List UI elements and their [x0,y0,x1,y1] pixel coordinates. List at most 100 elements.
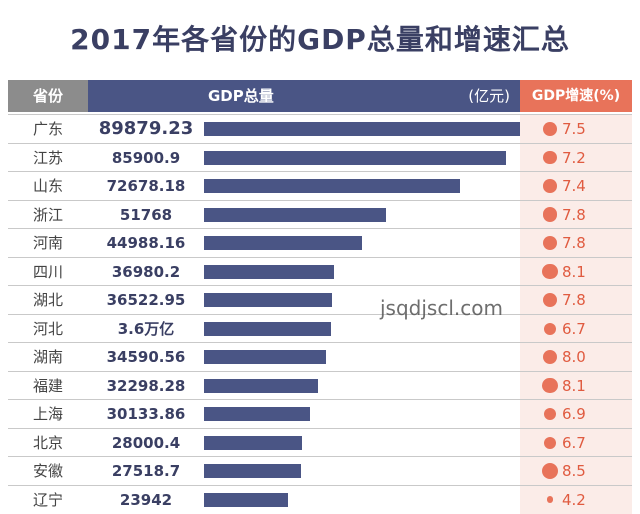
rate-dot [543,122,557,136]
province-label: 北京 [32,433,63,452]
rate-value-label: 7.8 [562,291,586,309]
gdp-bar [204,321,331,336]
gdp-value-label: 85900.9 [111,148,181,167]
gdp-value-label: 44988.16 [106,234,186,252]
gdp-bar [204,407,310,421]
rate-dot [542,377,558,394]
province-label: 山东 [32,177,63,195]
gdp-value-label: 34590.56 [106,348,186,366]
gdp-value-label: 28000.4 [111,433,181,452]
rate-dot [543,179,557,193]
rate-dot [542,207,558,222]
gdp-value-label: 32298.28 [106,376,186,395]
rate-cell: 7.5 [520,115,632,143]
rate-cell: 7.8 [520,200,632,229]
rate-value-label: 7.5 [562,120,586,138]
gdp-value-label: 36522.95 [106,291,186,309]
table-row: 辽宁 23942 4.2 [8,484,632,514]
rate-dot [542,463,558,479]
rate-value-label: 8.1 [562,376,586,395]
table-row: 江苏 85900.9 7.2 [8,142,632,172]
province-label: 江苏 [32,148,63,167]
table-row: 四川 36980.2 8.1 [8,256,632,286]
rate-dot [544,322,556,335]
gdp-bar [204,293,332,307]
table-row: 安徽 27518.7 8.5 [8,456,632,485]
rate-value-label: 7.8 [562,205,586,224]
rate-cell: 8.5 [520,457,632,485]
rate-dot [543,407,557,421]
rate-value-label: 6.7 [562,433,586,452]
header-province: 省份 [8,80,88,112]
province-label: 四川 [32,262,63,281]
rate-value-label: 8.0 [562,348,586,366]
gdp-bar [204,150,506,165]
rate-cell: 7.4 [520,172,632,200]
rate-cell: 7.2 [520,143,632,172]
rate-value-label: 4.2 [562,490,586,509]
rate-cell: 6.7 [520,314,632,343]
header-gdp-label: GDP总量 [208,87,274,105]
rate-value-label: 7.4 [562,177,586,195]
province-label: 辽宁 [32,490,63,509]
gdp-value-label: 72678.18 [106,177,186,195]
rate-cell: 7.8 [520,229,632,257]
rate-value-label: 6.9 [562,405,586,423]
gdp-value-label: 89879.23 [98,118,194,139]
province-label: 安徽 [32,462,63,480]
gdp-bar [204,435,302,450]
rate-cell: 7.8 [520,286,632,314]
gdp-bar [204,492,288,507]
rate-cell: 4.2 [520,485,632,514]
rate-dot [543,150,557,165]
rate-dot [542,349,558,365]
gdp-bar [204,207,386,222]
gdp-bar [204,464,301,478]
header-rate: GDP增速(%) [520,80,632,112]
gdp-value-label: 27518.7 [111,462,181,480]
gdp-bar [204,264,334,279]
rate-cell: 8.1 [520,371,632,400]
header-gdp-unit: (亿元) [468,87,510,105]
province-label: 上海 [32,405,63,423]
table-row: 山东 72678.18 7.4 [8,171,632,200]
gdp-bar [204,236,362,250]
rate-cell: 6.9 [520,400,632,428]
table-row: 福建 32298.28 8.1 [8,370,632,400]
table-row: 湖南 34590.56 8.0 [8,342,632,371]
rate-dot [542,235,558,251]
rate-value-label: 8.1 [562,262,586,281]
province-label: 湖南 [32,348,63,366]
table-row: 浙江 51768 7.8 [8,199,632,229]
table-row: 河北 3.6万亿 6.7 [8,313,632,343]
rate-dot [544,436,556,449]
gdp-value-label: 30133.86 [106,405,186,423]
rate-value-label: 8.5 [562,462,586,480]
gdp-bar [204,122,520,136]
gdp-bar [204,179,460,193]
rate-cell: 8.0 [520,343,632,371]
table-row: 上海 30133.86 6.9 [8,399,632,428]
province-label: 浙江 [32,205,63,224]
header-gdp: GDP总量 (亿元) [88,80,520,112]
table-row: 广东 89879.23 7.5 [8,114,632,143]
province-label: 福建 [32,376,63,395]
chart-title: 2017年各省份的GDP总量和增速汇总 [70,23,570,56]
province-label: 河北 [32,319,63,338]
province-label: 河南 [32,234,63,252]
rate-cell: 8.1 [520,257,632,286]
rate-dot [542,292,558,308]
gdp-value-label: 51768 [119,205,173,224]
rate-cell: 6.7 [520,428,632,457]
rate-value-label: 6.7 [562,319,586,338]
rate-value-label: 7.8 [562,234,586,252]
province-label: 湖北 [32,291,63,309]
gdp-value-label: 36980.2 [111,262,181,281]
rate-dot [542,263,558,280]
rate-dot [546,496,554,503]
gdp-bar [204,350,326,364]
gdp-value-label: 3.6万亿 [117,319,175,338]
rate-value-label: 7.2 [562,148,586,167]
province-label: 广东 [32,120,63,138]
table-row: 河南 44988.16 7.8 [8,228,632,257]
